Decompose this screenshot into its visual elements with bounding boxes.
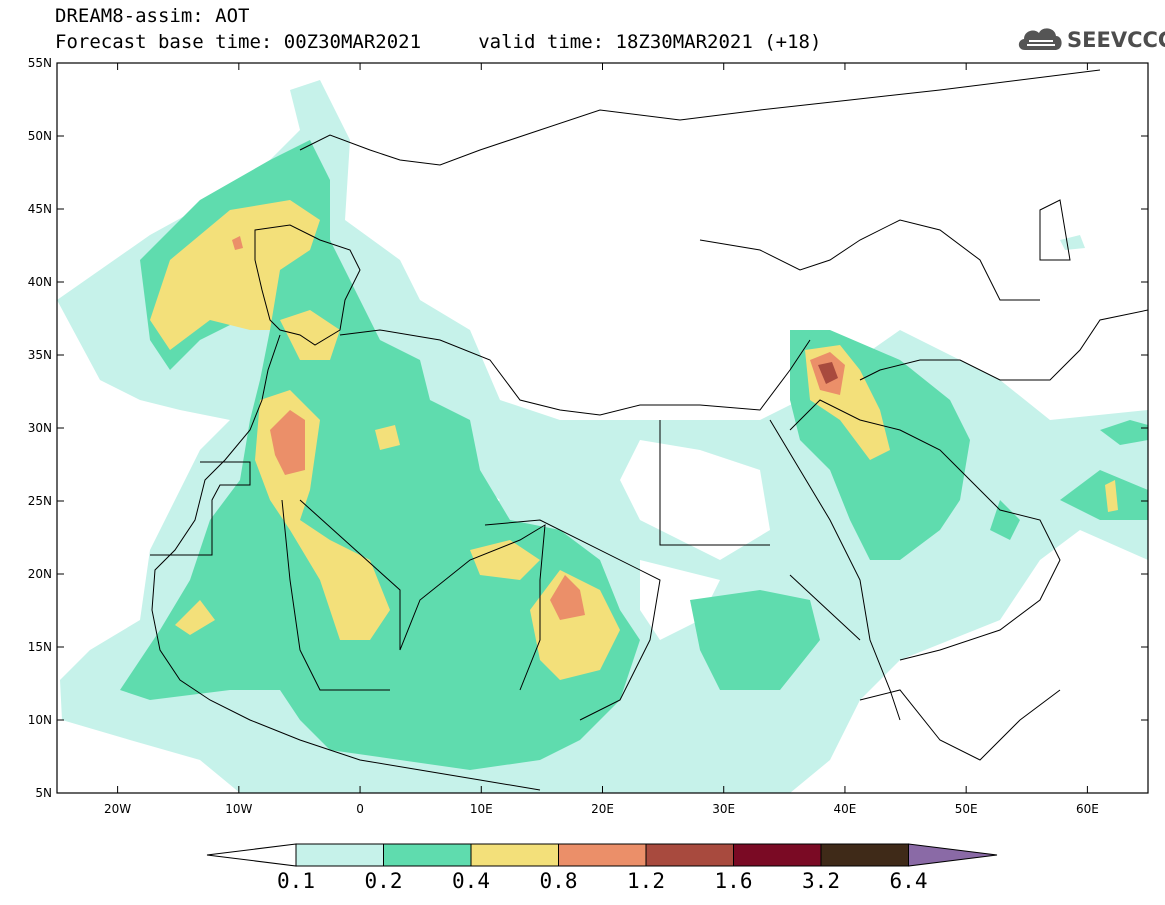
coastlines bbox=[150, 69, 1148, 791]
colorbar-segment bbox=[295, 843, 384, 867]
colorbar-segment bbox=[470, 843, 559, 867]
map-time-info: Forecast base time: 00Z30MAR2021 valid t… bbox=[55, 31, 822, 53]
x-tick-label: 20E bbox=[591, 802, 614, 816]
y-tick-label: 30N bbox=[28, 421, 52, 435]
colorbar-label: 0.2 bbox=[364, 869, 403, 893]
y-tick-label: 55N bbox=[28, 56, 52, 70]
aot-level-1-2 bbox=[818, 362, 838, 384]
colorbar-low-extend bbox=[206, 843, 297, 867]
y-tick-label: 50N bbox=[28, 129, 52, 143]
colorbar-label: 0.1 bbox=[277, 869, 315, 893]
y-tick-label: 15N bbox=[28, 640, 52, 654]
x-tick-label: 30E bbox=[712, 802, 735, 816]
colorbar-label: 1.2 bbox=[627, 869, 665, 893]
x-tick-label: 20W bbox=[104, 802, 131, 816]
colorbar-segment bbox=[820, 843, 909, 867]
x-tick-label: 0 bbox=[356, 802, 364, 816]
x-tick-label: 60E bbox=[1076, 802, 1099, 816]
colorbar bbox=[206, 843, 998, 867]
map-title: DREAM8-assim: AOT bbox=[55, 5, 250, 27]
colorbar-label: 3.2 bbox=[802, 869, 840, 893]
y-tick-label: 5N bbox=[35, 786, 52, 800]
x-tick-label: 50E bbox=[955, 802, 978, 816]
colorbar-segment bbox=[645, 843, 734, 867]
y-tick-label: 25N bbox=[28, 494, 52, 508]
aot-field bbox=[57, 80, 1148, 793]
colorbar-segment bbox=[383, 843, 472, 867]
x-axis: 20W 10W 0 10E 20E 30E 40E 50E 60E bbox=[104, 63, 1099, 816]
y-tick-label: 35N bbox=[28, 348, 52, 362]
y-tick-label: 10N bbox=[28, 713, 52, 727]
x-tick-label: 10E bbox=[470, 802, 493, 816]
seevccc-logo: SEEVCCC bbox=[1015, 22, 1165, 58]
colorbar-segment bbox=[733, 843, 822, 867]
colorbar-label: 0.4 bbox=[452, 869, 490, 893]
colorbar-label: 1.6 bbox=[714, 869, 753, 893]
x-tick-label: 10W bbox=[225, 802, 252, 816]
cloud-icon bbox=[1018, 28, 1062, 50]
y-tick-label: 20N bbox=[28, 567, 52, 581]
x-tick-label: 40E bbox=[834, 802, 857, 816]
colorbar-segment bbox=[558, 843, 647, 867]
logo-text: SEEVCCC bbox=[1067, 28, 1165, 52]
y-tick-label: 40N bbox=[28, 275, 52, 289]
colorbar-label: 6.4 bbox=[889, 869, 928, 893]
y-axis: 55N 50N 45N 40N 35N 30N 25N 20N 15N 10N 5N bbox=[28, 56, 1148, 800]
y-tick-label: 45N bbox=[28, 202, 52, 216]
colorbar-label: 0.8 bbox=[539, 869, 578, 893]
colorbar-high-extend bbox=[908, 843, 998, 867]
